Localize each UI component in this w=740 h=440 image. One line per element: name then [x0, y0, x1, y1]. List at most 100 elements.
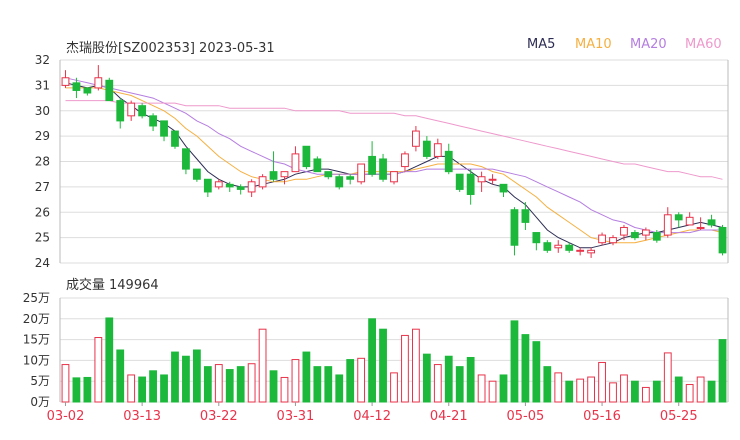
candle-body: [718, 226, 727, 254]
volume-bar: [543, 366, 552, 403]
date-tick-label: 04-21: [430, 409, 468, 424]
volume-bar: [313, 366, 322, 403]
volume-bar: [236, 366, 245, 403]
volume-bar: [127, 374, 136, 403]
volume-bar: [203, 366, 212, 403]
volume-bar: [663, 352, 672, 403]
candle-body: [510, 209, 519, 246]
date-axis: 03-02 03-13 03-22 03-31 04-12 04-21 05-05 05-16…: [47, 402, 698, 424]
volume-bar: [466, 356, 475, 403]
volume-bar: [401, 334, 409, 403]
volume-bar: [258, 328, 267, 403]
candle-body: [214, 181, 223, 188]
volume-axis: 0万 5万 10万 15万 20万 25万: [23, 291, 729, 409]
candle-body: [335, 176, 344, 188]
candle-body: [116, 100, 125, 122]
volume-bar: [685, 384, 694, 403]
volume-label: 成交量: [66, 278, 106, 293]
candle-body: [433, 143, 442, 157]
volume-bar: [554, 372, 563, 403]
volume-tick-label: 0万: [30, 395, 50, 409]
volume-value: 149964: [109, 278, 159, 293]
volume-tick-label: 25万: [23, 291, 50, 305]
candle-body: [61, 77, 70, 86]
candle-body: [225, 183, 234, 188]
volume-bar: [576, 378, 585, 403]
volume-bar: [587, 376, 596, 403]
candle-body: [641, 229, 650, 236]
candle-body: [258, 176, 267, 188]
price-tick-label: 25: [35, 231, 50, 245]
legend-ma20: MA20: [630, 37, 667, 52]
candle-body: [685, 216, 694, 226]
volume-bar: [532, 341, 541, 403]
price-tick-label: 27: [35, 180, 50, 194]
date-tick-label: 03-31: [277, 409, 315, 424]
candle-body: [280, 171, 289, 178]
candle-body: [565, 244, 574, 251]
price-tick-label: 32: [35, 53, 50, 67]
volume-bar: [521, 334, 530, 403]
candle-body: [94, 77, 103, 89]
volume-bar: [138, 376, 147, 403]
volume-bar: [357, 357, 366, 403]
price-tick-label: 24: [35, 256, 50, 270]
volume-bar: [225, 369, 234, 403]
ma-line-ma5: [65, 82, 723, 249]
candle-body: [324, 171, 333, 178]
volume-bar: [379, 328, 387, 403]
candle-body: [368, 155, 376, 175]
candle-body: [291, 153, 300, 173]
volume-bar: [499, 374, 508, 403]
price-tick-label: 29: [35, 129, 50, 143]
volume-bar: [269, 370, 278, 403]
candle-body: [598, 234, 606, 244]
volume-tick-label: 20万: [23, 312, 50, 326]
volume-bar: [477, 374, 486, 403]
volume-tick-label: 15万: [23, 333, 50, 347]
volume-bar: [61, 364, 70, 403]
candle-body: [422, 140, 431, 157]
candle-body: [182, 148, 190, 170]
legend-ma60: MA60: [685, 37, 722, 52]
candle-body: [105, 79, 114, 102]
candle-body: [357, 163, 366, 183]
date-tick-label: 05-16: [583, 409, 621, 424]
candle-body: [269, 171, 278, 180]
volume-bar: [631, 380, 639, 403]
volume-bar: [324, 366, 333, 403]
volume-bar: [609, 382, 617, 403]
volume-bar: [444, 355, 453, 403]
volume-bar: [718, 339, 727, 403]
candle-body: [499, 183, 508, 193]
date-tick-label: 03-02: [47, 409, 85, 424]
candle-body: [401, 153, 409, 168]
candle-body: [488, 178, 497, 181]
candle-body: [466, 173, 475, 195]
volume-bar: [247, 363, 256, 403]
candle-body: [127, 102, 136, 117]
volume-bar: [302, 351, 311, 403]
volume-bar: [94, 337, 103, 403]
candle-body: [631, 232, 639, 239]
candle-body: [444, 150, 453, 173]
volume-bar: [674, 376, 683, 403]
volume-bar: [160, 374, 168, 403]
volume-bar: [510, 320, 519, 403]
volume-bar: [83, 376, 92, 403]
candle-body: [160, 120, 168, 137]
candle-body: [302, 145, 311, 168]
volume-tick-label: 5万: [30, 374, 50, 388]
volume-bar: [214, 364, 223, 403]
candle-body: [521, 209, 530, 223]
volume-bar: [72, 377, 81, 403]
volume-bar: [149, 370, 157, 403]
candle-body: [236, 186, 245, 190]
date-tick-label: 05-05: [507, 409, 545, 424]
candle-body: [674, 214, 683, 221]
volume-bar: [291, 359, 300, 403]
chart-title: 杰瑞股份[SZ002353] 2023-05-31: [66, 41, 275, 56]
candle-body: [455, 173, 464, 190]
volume-bar: [422, 353, 431, 403]
volume-bar: [335, 374, 344, 403]
